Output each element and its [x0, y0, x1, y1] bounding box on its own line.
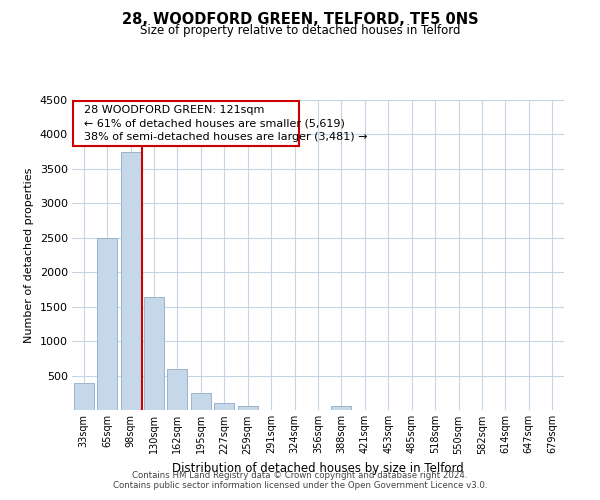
Text: 38% of semi-detached houses are larger (3,481) →: 38% of semi-detached houses are larger (…	[84, 132, 367, 141]
Bar	[121, 152, 140, 410]
Bar	[167, 368, 187, 410]
Text: 28, WOODFORD GREEN, TELFORD, TF5 0NS: 28, WOODFORD GREEN, TELFORD, TF5 0NS	[122, 12, 478, 28]
Text: ← 61% of detached houses are smaller (5,619): ← 61% of detached houses are smaller (5,…	[84, 118, 344, 128]
Bar	[97, 238, 117, 410]
Bar	[73, 102, 299, 146]
Bar	[74, 383, 94, 410]
Bar	[331, 406, 352, 410]
Text: Size of property relative to detached houses in Telford: Size of property relative to detached ho…	[140, 24, 460, 37]
Bar	[144, 297, 164, 410]
Bar	[238, 406, 257, 410]
Text: Contains HM Land Registry data © Crown copyright and database right 2024.
Contai: Contains HM Land Registry data © Crown c…	[113, 470, 487, 490]
X-axis label: Distribution of detached houses by size in Telford: Distribution of detached houses by size …	[172, 462, 464, 475]
Text: 28 WOODFORD GREEN: 121sqm: 28 WOODFORD GREEN: 121sqm	[84, 105, 264, 115]
Bar	[191, 394, 211, 410]
Y-axis label: Number of detached properties: Number of detached properties	[24, 168, 34, 342]
Bar	[214, 404, 234, 410]
